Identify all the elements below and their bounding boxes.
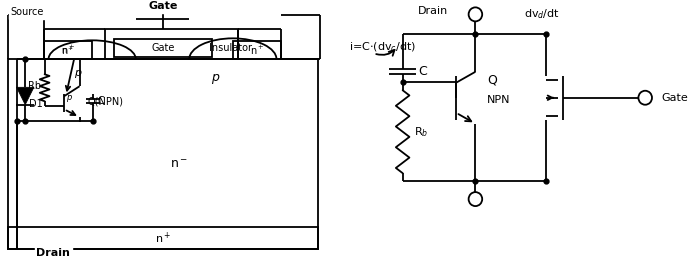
Text: n$^+$: n$^+$ — [61, 44, 75, 57]
Text: p: p — [211, 71, 219, 84]
Text: Q(NPN): Q(NPN) — [88, 96, 124, 106]
Text: Insulator: Insulator — [208, 43, 252, 53]
Bar — [105, 29, 237, 59]
Text: Drain: Drain — [37, 248, 70, 258]
Text: dv$_d$/dt: dv$_d$/dt — [524, 8, 560, 21]
Text: Gate: Gate — [662, 93, 689, 103]
Text: NPN: NPN — [487, 95, 511, 105]
Text: Gate: Gate — [148, 1, 178, 11]
Text: n$^+$: n$^+$ — [155, 230, 171, 246]
Text: C: C — [418, 65, 427, 78]
Text: D1: D1 — [29, 99, 43, 109]
Bar — [8, 227, 318, 249]
Text: n$^+$: n$^+$ — [250, 44, 264, 57]
Text: Rb: Rb — [28, 81, 41, 91]
Text: n$^-$: n$^-$ — [170, 158, 188, 171]
Text: Source: Source — [10, 7, 44, 17]
Bar — [115, 39, 212, 57]
Text: n$^+$: n$^+$ — [61, 44, 75, 56]
Bar — [8, 59, 318, 249]
Text: R$_b$: R$_b$ — [414, 125, 428, 139]
Text: C: C — [98, 96, 105, 106]
Text: i=C$\cdot$(dv$_c$/dt): i=C$\cdot$(dv$_c$/dt) — [349, 41, 416, 54]
Text: Q: Q — [487, 73, 497, 86]
Text: Drain: Drain — [418, 6, 448, 16]
Text: Gate: Gate — [151, 43, 175, 53]
Bar — [43, 41, 92, 59]
Polygon shape — [17, 87, 34, 105]
Bar — [233, 41, 282, 59]
Text: p: p — [74, 68, 81, 78]
Text: p: p — [66, 93, 71, 102]
